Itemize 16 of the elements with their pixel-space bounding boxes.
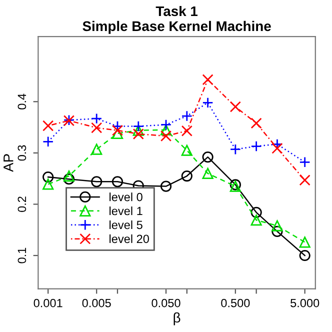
chart-title: Task 1 Simple Base Kernel Machine	[82, 6, 271, 34]
x-tick-label: 0.500	[221, 298, 250, 308]
y-tick-label: 0.3	[18, 145, 26, 161]
y-tick-label: 0.1	[18, 248, 26, 264]
legend-label: level 0	[110, 192, 142, 202]
x-tick-label: 0.050	[152, 298, 180, 308]
x-tick-label: 0.001	[34, 298, 62, 308]
legend-label: level 5	[110, 220, 142, 230]
y-axis-title: AP	[4, 154, 14, 172]
y-tick-label: 0.4	[18, 94, 26, 110]
legend-label: level 20	[110, 234, 149, 244]
x-axis-title: β	[174, 312, 180, 326]
y-tick-label: 0.2	[18, 196, 26, 212]
legend-label: level 1	[110, 206, 142, 216]
x-tick-label: 0.005	[82, 298, 111, 308]
x-tick-label: 5.000	[290, 298, 320, 308]
